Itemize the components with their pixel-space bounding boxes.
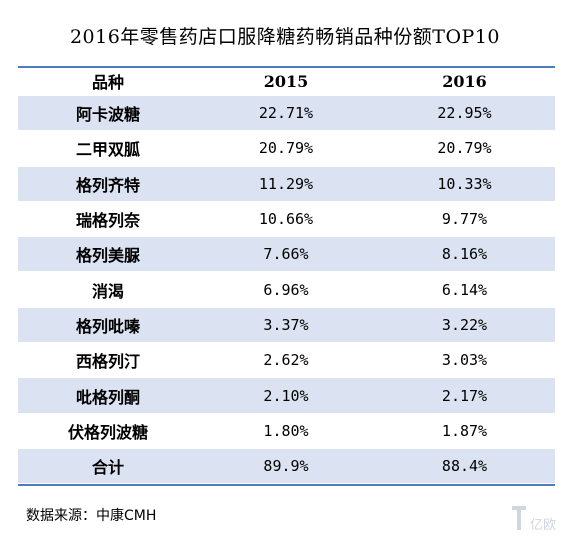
header-2015: 2015 <box>263 71 309 91</box>
share-2015-cell: 7.66% <box>263 245 309 264</box>
variety-cell: 格列齐特 <box>75 175 140 195</box>
data-source-note: 数据来源：中康CMH <box>26 508 157 524</box>
share-2015-cell: 6.96% <box>263 280 309 299</box>
header-2016: 2016 <box>442 71 487 91</box>
share-2016-cell: 22.95% <box>437 104 492 123</box>
variety-cell: 格列美脲 <box>75 246 140 266</box>
total-label-cell: 合计 <box>91 458 124 478</box>
share-2015-cell: 1.80% <box>263 421 309 440</box>
table-row: 西格列汀 2.62% 3.03% <box>18 343 555 377</box>
table-row: 伏格列波糖 1.80% 1.87% <box>18 414 555 448</box>
watermark-text: 亿欧 <box>530 518 556 533</box>
table-row: 二甲双胍 20.79% 20.79% <box>18 131 555 165</box>
variety-cell: 二甲双胍 <box>75 140 140 160</box>
share-2016-cell: 9.77% <box>441 210 488 229</box>
share-2016-cell: 2.17% <box>441 386 488 405</box>
total-2015-cell: 89.9% <box>263 457 309 476</box>
share-2016-cell: 3.03% <box>441 351 488 370</box>
variety-cell: 阿卡波糖 <box>75 105 140 125</box>
variety-cell: 格列吡嗪 <box>75 316 140 336</box>
table-row: 瑞格列奈 10.66% 9.77% <box>18 202 555 236</box>
table-bottom-rule <box>18 484 555 487</box>
share-2015-cell: 10.66% <box>258 210 314 229</box>
table-top-rule <box>18 66 555 68</box>
table-row: 格列美脲 7.66% 8.16% <box>18 237 555 272</box>
table-total-row: 合计 89.9% 88.4% <box>18 448 555 484</box>
variety-cell: 伏格列波糖 <box>67 422 148 442</box>
table-row: 消渴 6.96% 6.14% <box>18 272 555 306</box>
share-2016-cell: 10.33% <box>437 174 492 193</box>
table-row: 吡格列酮 2.10% 2.17% <box>18 378 555 413</box>
yiou-logo-icon: 亿欧 <box>510 504 562 534</box>
share-2016-cell: 1.87% <box>441 421 488 440</box>
header-variety: 品种 <box>91 73 124 92</box>
total-2016-cell: 88.4% <box>441 457 488 476</box>
variety-cell: 吡格列酮 <box>75 387 140 407</box>
table-row: 阿卡波糖 22.71% 22.95% <box>18 96 555 131</box>
share-2016-cell: 3.22% <box>441 315 488 334</box>
share-2016-cell: 20.79% <box>437 139 492 158</box>
share-2016-cell: 6.14% <box>441 280 488 299</box>
page-title: 2016年零售药店口服降糖药畅销品种份额TOP10 <box>69 26 501 48</box>
variety-cell: 瑞格列奈 <box>75 211 140 231</box>
share-2015-cell: 22.71% <box>258 104 314 123</box>
share-2015-cell: 2.10% <box>263 386 309 405</box>
table-row: 格列齐特 11.29% 10.33% <box>18 166 555 201</box>
share-2015-cell: 11.29% <box>258 174 314 193</box>
variety-cell: 消渴 <box>91 281 124 301</box>
share-2015-cell: 2.62% <box>263 351 309 370</box>
table-header-row: 品种 2015 2016 <box>18 68 555 94</box>
share-2016-cell: 8.16% <box>441 245 488 264</box>
share-table: 品种 2015 2016 阿卡波糖 22.71% 22.95% 二甲双胍 20.… <box>18 66 555 487</box>
share-2015-cell: 3.37% <box>263 315 309 334</box>
table-row: 格列吡嗪 3.37% 3.22% <box>18 307 555 343</box>
share-2015-cell: 20.79% <box>258 139 314 158</box>
variety-cell: 西格列汀 <box>75 352 140 372</box>
